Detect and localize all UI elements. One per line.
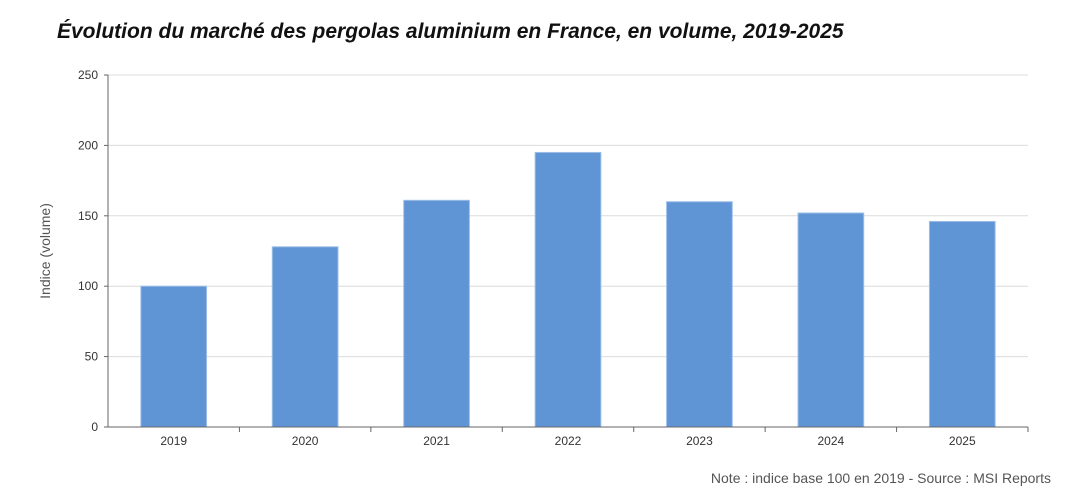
x-tick-label: 2022 bbox=[555, 434, 582, 448]
x-tick-label: 2019 bbox=[160, 434, 187, 448]
x-tick-label: 2023 bbox=[686, 434, 713, 448]
bar-2025 bbox=[928, 220, 996, 428]
y-tick-label: 250 bbox=[78, 68, 98, 82]
chart-title: Évolution du marché des pergolas alumini… bbox=[57, 20, 844, 43]
bar-2019 bbox=[140, 285, 208, 428]
x-tick-label: 2021 bbox=[423, 434, 450, 448]
bar-2022 bbox=[534, 151, 602, 428]
bar-2020 bbox=[271, 246, 339, 428]
y-tick-label: 200 bbox=[78, 138, 98, 152]
y-tick-label: 150 bbox=[78, 209, 98, 223]
x-tick-label: 2020 bbox=[292, 434, 319, 448]
y-axis-label: Indice (volume) bbox=[37, 203, 53, 299]
y-tick-label: 0 bbox=[91, 420, 98, 434]
y-tick-label: 50 bbox=[85, 350, 99, 364]
source-note: Note : indice base 100 en 2019 - Source … bbox=[710, 470, 1051, 486]
x-tick-label: 2024 bbox=[818, 434, 845, 448]
bar-2023 bbox=[666, 201, 733, 428]
x-tick-label: 2025 bbox=[949, 434, 976, 448]
y-tick-label: 100 bbox=[78, 279, 98, 293]
bar-2024 bbox=[797, 212, 865, 428]
bar-2021 bbox=[403, 199, 470, 428]
